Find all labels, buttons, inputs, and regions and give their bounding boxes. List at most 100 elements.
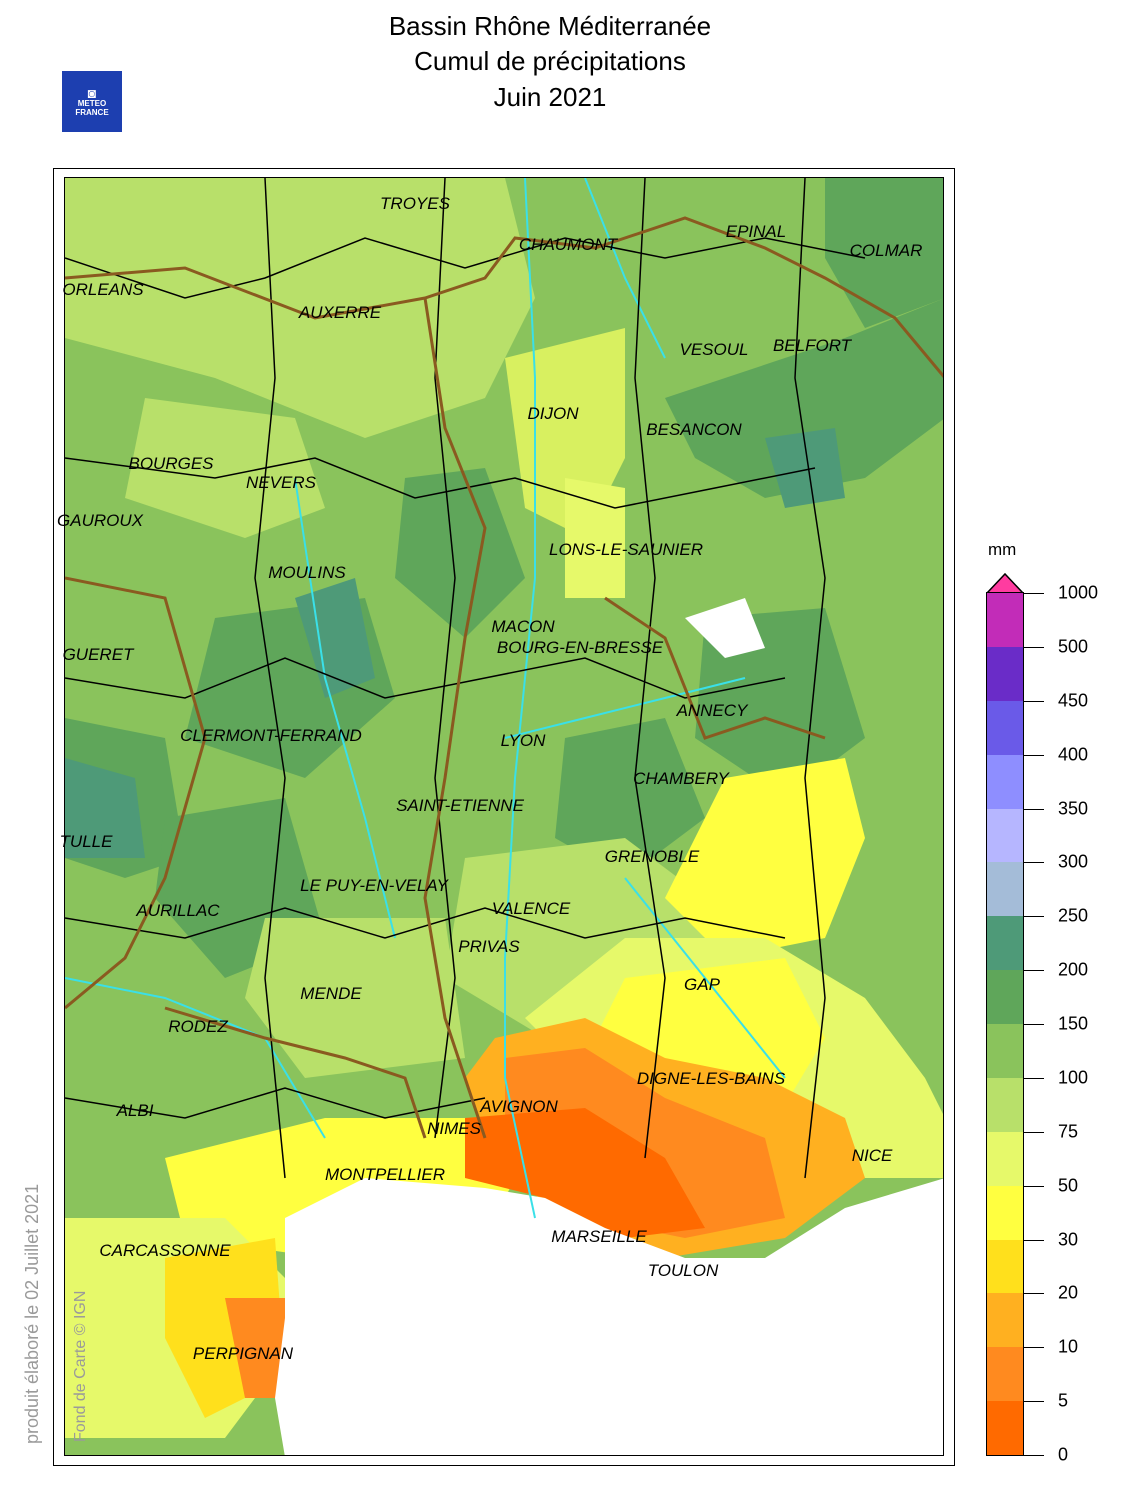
legend-tick: [1024, 1077, 1044, 1079]
legend-color-bar: [986, 592, 1024, 1456]
map-outer-frame: [53, 168, 955, 1466]
city-label: DIJON: [527, 404, 579, 423]
city-label: MACON: [491, 617, 555, 636]
precipitation-map: [64, 177, 944, 1456]
legend-label: 30: [1058, 1229, 1079, 1249]
legend-label: 400: [1058, 744, 1089, 765]
city-label: MONTPELLIER: [325, 1165, 445, 1184]
legend-tick: [1024, 1455, 1044, 1456]
city-label: TROYES: [380, 194, 450, 213]
title-line-1: Bassin Rhône Méditerranée: [388, 11, 712, 41]
legend-swatch: [987, 970, 1023, 1024]
city-label: TOULON: [647, 1261, 719, 1280]
legend-tick: [1024, 593, 1044, 594]
city-label: NIMES: [427, 1119, 481, 1138]
legend-tick: [1024, 916, 1044, 918]
city-label: AUXERRE: [298, 303, 382, 322]
legend-swatch: [987, 916, 1023, 971]
legend-tick: [1024, 808, 1044, 810]
city-label: CARCASSONNE: [99, 1241, 231, 1260]
legend-tick: [1024, 1293, 1044, 1295]
legend-tick: [1024, 1024, 1044, 1025]
city-label: COLMAR: [849, 241, 923, 260]
legend-tick: [1024, 700, 1044, 702]
title-line-3: Juin 2021: [493, 82, 607, 112]
city-label: CHAUMONT: [518, 235, 618, 254]
legend-swatch: [987, 700, 1023, 755]
city-label: ANNECY: [676, 701, 748, 720]
legend-label: 300: [1058, 851, 1089, 872]
legend-tick: [1024, 862, 1044, 864]
city-label: SAINT-ETIENNE: [396, 796, 524, 815]
legend-label: 75: [1058, 1121, 1079, 1142]
city-label: LYON: [500, 731, 546, 750]
logo-symbol-icon: ◙: [87, 85, 97, 101]
city-label: ORLEANS: [62, 280, 144, 299]
legend-swatch: [987, 1024, 1023, 1078]
city-label: RODEZ: [168, 1017, 228, 1036]
legend-label: 500: [1058, 636, 1089, 657]
legend-swatch: [987, 1077, 1023, 1132]
legend-swatch: [987, 1293, 1023, 1348]
legend-label: 350: [1058, 798, 1089, 818]
logo-text-1: METEO: [77, 99, 107, 108]
city-label: PERPIGNAN: [192, 1344, 294, 1363]
production-date: produit élaboré le 02 Juillet 2021: [22, 1183, 42, 1444]
legend-tick: [1024, 646, 1044, 648]
city-label: LONS-LE-SAUNIER: [549, 540, 703, 559]
legend-label: 200: [1058, 959, 1089, 980]
city-label: TULLE: [59, 832, 113, 851]
legend-label: 20: [1058, 1282, 1079, 1303]
legend-tick: [1024, 1131, 1044, 1133]
legend-label: 5: [1058, 1390, 1069, 1411]
legend-label: 1000: [1058, 582, 1099, 603]
legend-swatch: [987, 862, 1023, 917]
legend-swatch: [987, 1239, 1023, 1294]
legend-unit: mm: [988, 540, 1017, 559]
legend-label: 250: [1058, 905, 1089, 926]
city-label: ALBI: [116, 1101, 154, 1120]
legend-label: 10: [1058, 1336, 1079, 1357]
city-label: DIGNE-LES-BAINS: [636, 1069, 786, 1088]
city-label: NEVERS: [246, 473, 316, 492]
city-label: MOULINS: [268, 563, 346, 582]
city-label: MARSEILLE: [551, 1227, 647, 1246]
map-source-credit: Fond de Carte © IGN: [72, 1290, 89, 1442]
city-label: MENDE: [300, 984, 362, 1003]
legend-swatch: [987, 1131, 1023, 1186]
legend-label: 50: [1058, 1175, 1079, 1196]
title-line-2: Cumul de précipitations: [414, 46, 686, 76]
city-label: GUERET: [62, 645, 134, 664]
city-label: BESANCON: [646, 420, 742, 439]
legend-label: 100: [1058, 1067, 1089, 1088]
city-label: AVIGNON: [480, 1097, 558, 1116]
city-label: BOURG-EN-BRESSE: [496, 638, 664, 657]
city-label: NICE: [851, 1146, 893, 1165]
legend-tick: [1024, 754, 1044, 756]
city-label: PRIVAS: [458, 937, 520, 956]
legend-swatch: [987, 1185, 1023, 1240]
legend-tick: [1024, 1401, 1044, 1403]
city-label: CHAMBERY: [633, 769, 729, 788]
legend-tick: [1024, 970, 1044, 972]
legend-swatch: [987, 808, 1023, 863]
city-label: EPINAL: [725, 222, 787, 241]
city-label: VESOUL: [679, 340, 749, 359]
city-label: GRENOBLE: [604, 847, 700, 866]
precipitation-map-graphic: [65, 178, 943, 1455]
city-label: CLERMONT-FERRAND: [180, 726, 362, 745]
city-label: LE PUY-EN-VELAY: [300, 876, 448, 895]
city-label: AURILLAC: [136, 901, 220, 920]
legend-swatch: [987, 1347, 1023, 1402]
city-label: VALENCE: [491, 899, 571, 918]
legend-swatch: [987, 1401, 1023, 1455]
legend-swatch: [987, 593, 1023, 647]
legend-overflow-arrow-icon: [986, 572, 1024, 594]
city-label: BOURGES: [128, 454, 214, 473]
legend-label: 450: [1058, 690, 1089, 711]
legend-label: 150: [1058, 1013, 1089, 1034]
legend-tick: [1024, 1347, 1044, 1349]
city-label: GAUROUX: [57, 511, 143, 530]
legend-tick: [1024, 1239, 1044, 1241]
city-label: BELFORT: [772, 336, 852, 355]
